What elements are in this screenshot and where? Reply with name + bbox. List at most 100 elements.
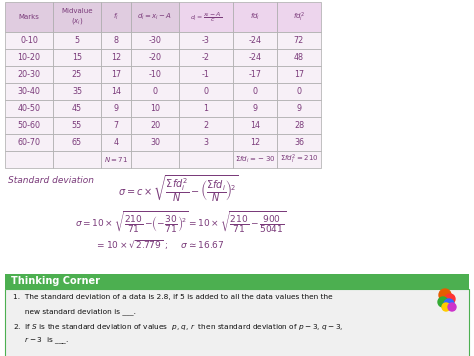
Text: 45: 45 bbox=[72, 104, 82, 113]
Circle shape bbox=[438, 297, 448, 307]
Text: Marks: Marks bbox=[18, 14, 39, 20]
Circle shape bbox=[445, 294, 455, 304]
Text: $r−3$  is ___.: $r−3$ is ___. bbox=[13, 336, 69, 346]
Text: 8: 8 bbox=[113, 36, 118, 45]
Bar bbox=[277, 32, 321, 49]
Text: 1: 1 bbox=[203, 104, 209, 113]
Bar bbox=[233, 49, 277, 66]
Text: 55: 55 bbox=[72, 121, 82, 130]
Bar bbox=[179, 2, 233, 32]
Text: 28: 28 bbox=[294, 121, 304, 130]
Bar bbox=[233, 100, 277, 117]
Text: 5: 5 bbox=[74, 36, 80, 45]
Bar bbox=[53, 83, 101, 100]
Circle shape bbox=[444, 299, 454, 309]
Text: 72: 72 bbox=[294, 36, 304, 45]
Bar bbox=[179, 151, 233, 168]
Bar bbox=[131, 32, 179, 49]
Bar bbox=[101, 100, 131, 117]
Text: 0-10: 0-10 bbox=[20, 36, 38, 45]
Bar bbox=[131, 83, 179, 100]
Bar bbox=[101, 32, 131, 49]
Text: 0: 0 bbox=[253, 87, 257, 96]
Text: 14: 14 bbox=[250, 121, 260, 130]
Bar bbox=[277, 66, 321, 83]
Text: -2: -2 bbox=[202, 53, 210, 62]
Bar bbox=[233, 2, 277, 32]
Text: $\sigma = 10\times\sqrt{\dfrac{210}{71}-\!\left(-\dfrac{30}{71}\right)^{\!2}} = : $\sigma = 10\times\sqrt{\dfrac{210}{71}-… bbox=[75, 210, 286, 235]
Bar bbox=[277, 117, 321, 134]
Text: 2.  If $S$ is the standard deviation of values  $p$, $q$, $r$  then standard dev: 2. If $S$ is the standard deviation of v… bbox=[13, 322, 344, 332]
Bar bbox=[5, 117, 53, 134]
Text: 20-30: 20-30 bbox=[18, 70, 40, 79]
Text: 2: 2 bbox=[203, 121, 209, 130]
Text: 60-70: 60-70 bbox=[18, 138, 40, 147]
Bar bbox=[233, 117, 277, 134]
Bar bbox=[277, 49, 321, 66]
Text: 30: 30 bbox=[150, 138, 160, 147]
Bar bbox=[101, 49, 131, 66]
Bar bbox=[277, 83, 321, 100]
Bar bbox=[101, 2, 131, 32]
Bar bbox=[179, 32, 233, 49]
Text: -24: -24 bbox=[248, 53, 262, 62]
Text: 12: 12 bbox=[250, 138, 260, 147]
Bar bbox=[233, 83, 277, 100]
Bar bbox=[131, 134, 179, 151]
Bar bbox=[5, 83, 53, 100]
Bar bbox=[277, 100, 321, 117]
Text: $N = 71$: $N = 71$ bbox=[104, 155, 128, 164]
Text: 25: 25 bbox=[72, 70, 82, 79]
Bar bbox=[5, 100, 53, 117]
Text: -3: -3 bbox=[202, 36, 210, 45]
Text: 9: 9 bbox=[296, 104, 301, 113]
Text: 35: 35 bbox=[72, 87, 82, 96]
Text: 20: 20 bbox=[150, 121, 160, 130]
Bar bbox=[277, 2, 321, 32]
Circle shape bbox=[448, 303, 456, 311]
Bar bbox=[5, 289, 469, 356]
Bar bbox=[53, 2, 101, 32]
Text: $= 10\times\sqrt{2.779}\ ;\ \quad \sigma\simeq 16.67$: $= 10\times\sqrt{2.779}\ ;\ \quad \sigma… bbox=[95, 238, 225, 252]
Text: 4: 4 bbox=[113, 138, 118, 147]
Bar bbox=[101, 83, 131, 100]
Text: 3: 3 bbox=[203, 138, 209, 147]
Bar bbox=[233, 151, 277, 168]
Bar bbox=[277, 134, 321, 151]
Bar bbox=[5, 49, 53, 66]
Text: new standard deviation is ___.: new standard deviation is ___. bbox=[13, 308, 136, 315]
Text: -17: -17 bbox=[248, 70, 262, 79]
Bar bbox=[179, 66, 233, 83]
Text: 0: 0 bbox=[203, 87, 209, 96]
Text: 0: 0 bbox=[297, 87, 301, 96]
Text: -1: -1 bbox=[202, 70, 210, 79]
Bar bbox=[53, 117, 101, 134]
Bar bbox=[53, 32, 101, 49]
Bar bbox=[5, 2, 53, 32]
Bar bbox=[5, 134, 53, 151]
Bar bbox=[233, 32, 277, 49]
Bar bbox=[131, 49, 179, 66]
Bar bbox=[131, 66, 179, 83]
Bar bbox=[53, 134, 101, 151]
Text: 9: 9 bbox=[253, 104, 257, 113]
Circle shape bbox=[442, 303, 450, 311]
Text: $d_i = x_i-A$: $d_i = x_i-A$ bbox=[137, 12, 173, 22]
Bar bbox=[131, 117, 179, 134]
Bar bbox=[233, 66, 277, 83]
Circle shape bbox=[439, 289, 451, 301]
Bar bbox=[5, 32, 53, 49]
Bar bbox=[101, 151, 131, 168]
Text: -20: -20 bbox=[148, 53, 162, 62]
Text: 17: 17 bbox=[111, 70, 121, 79]
Text: $\Sigma fd_i^2 = 210$: $\Sigma fd_i^2 = 210$ bbox=[280, 153, 319, 166]
Text: $fd_i$: $fd_i$ bbox=[250, 12, 260, 22]
Text: 15: 15 bbox=[72, 53, 82, 62]
Bar bbox=[179, 117, 233, 134]
Text: $d_i = \dfrac{x_i-A}{c}$: $d_i = \dfrac{x_i-A}{c}$ bbox=[190, 10, 222, 24]
Bar bbox=[179, 83, 233, 100]
Text: 48: 48 bbox=[294, 53, 304, 62]
Bar bbox=[5, 274, 469, 289]
Bar bbox=[101, 117, 131, 134]
Text: 17: 17 bbox=[294, 70, 304, 79]
